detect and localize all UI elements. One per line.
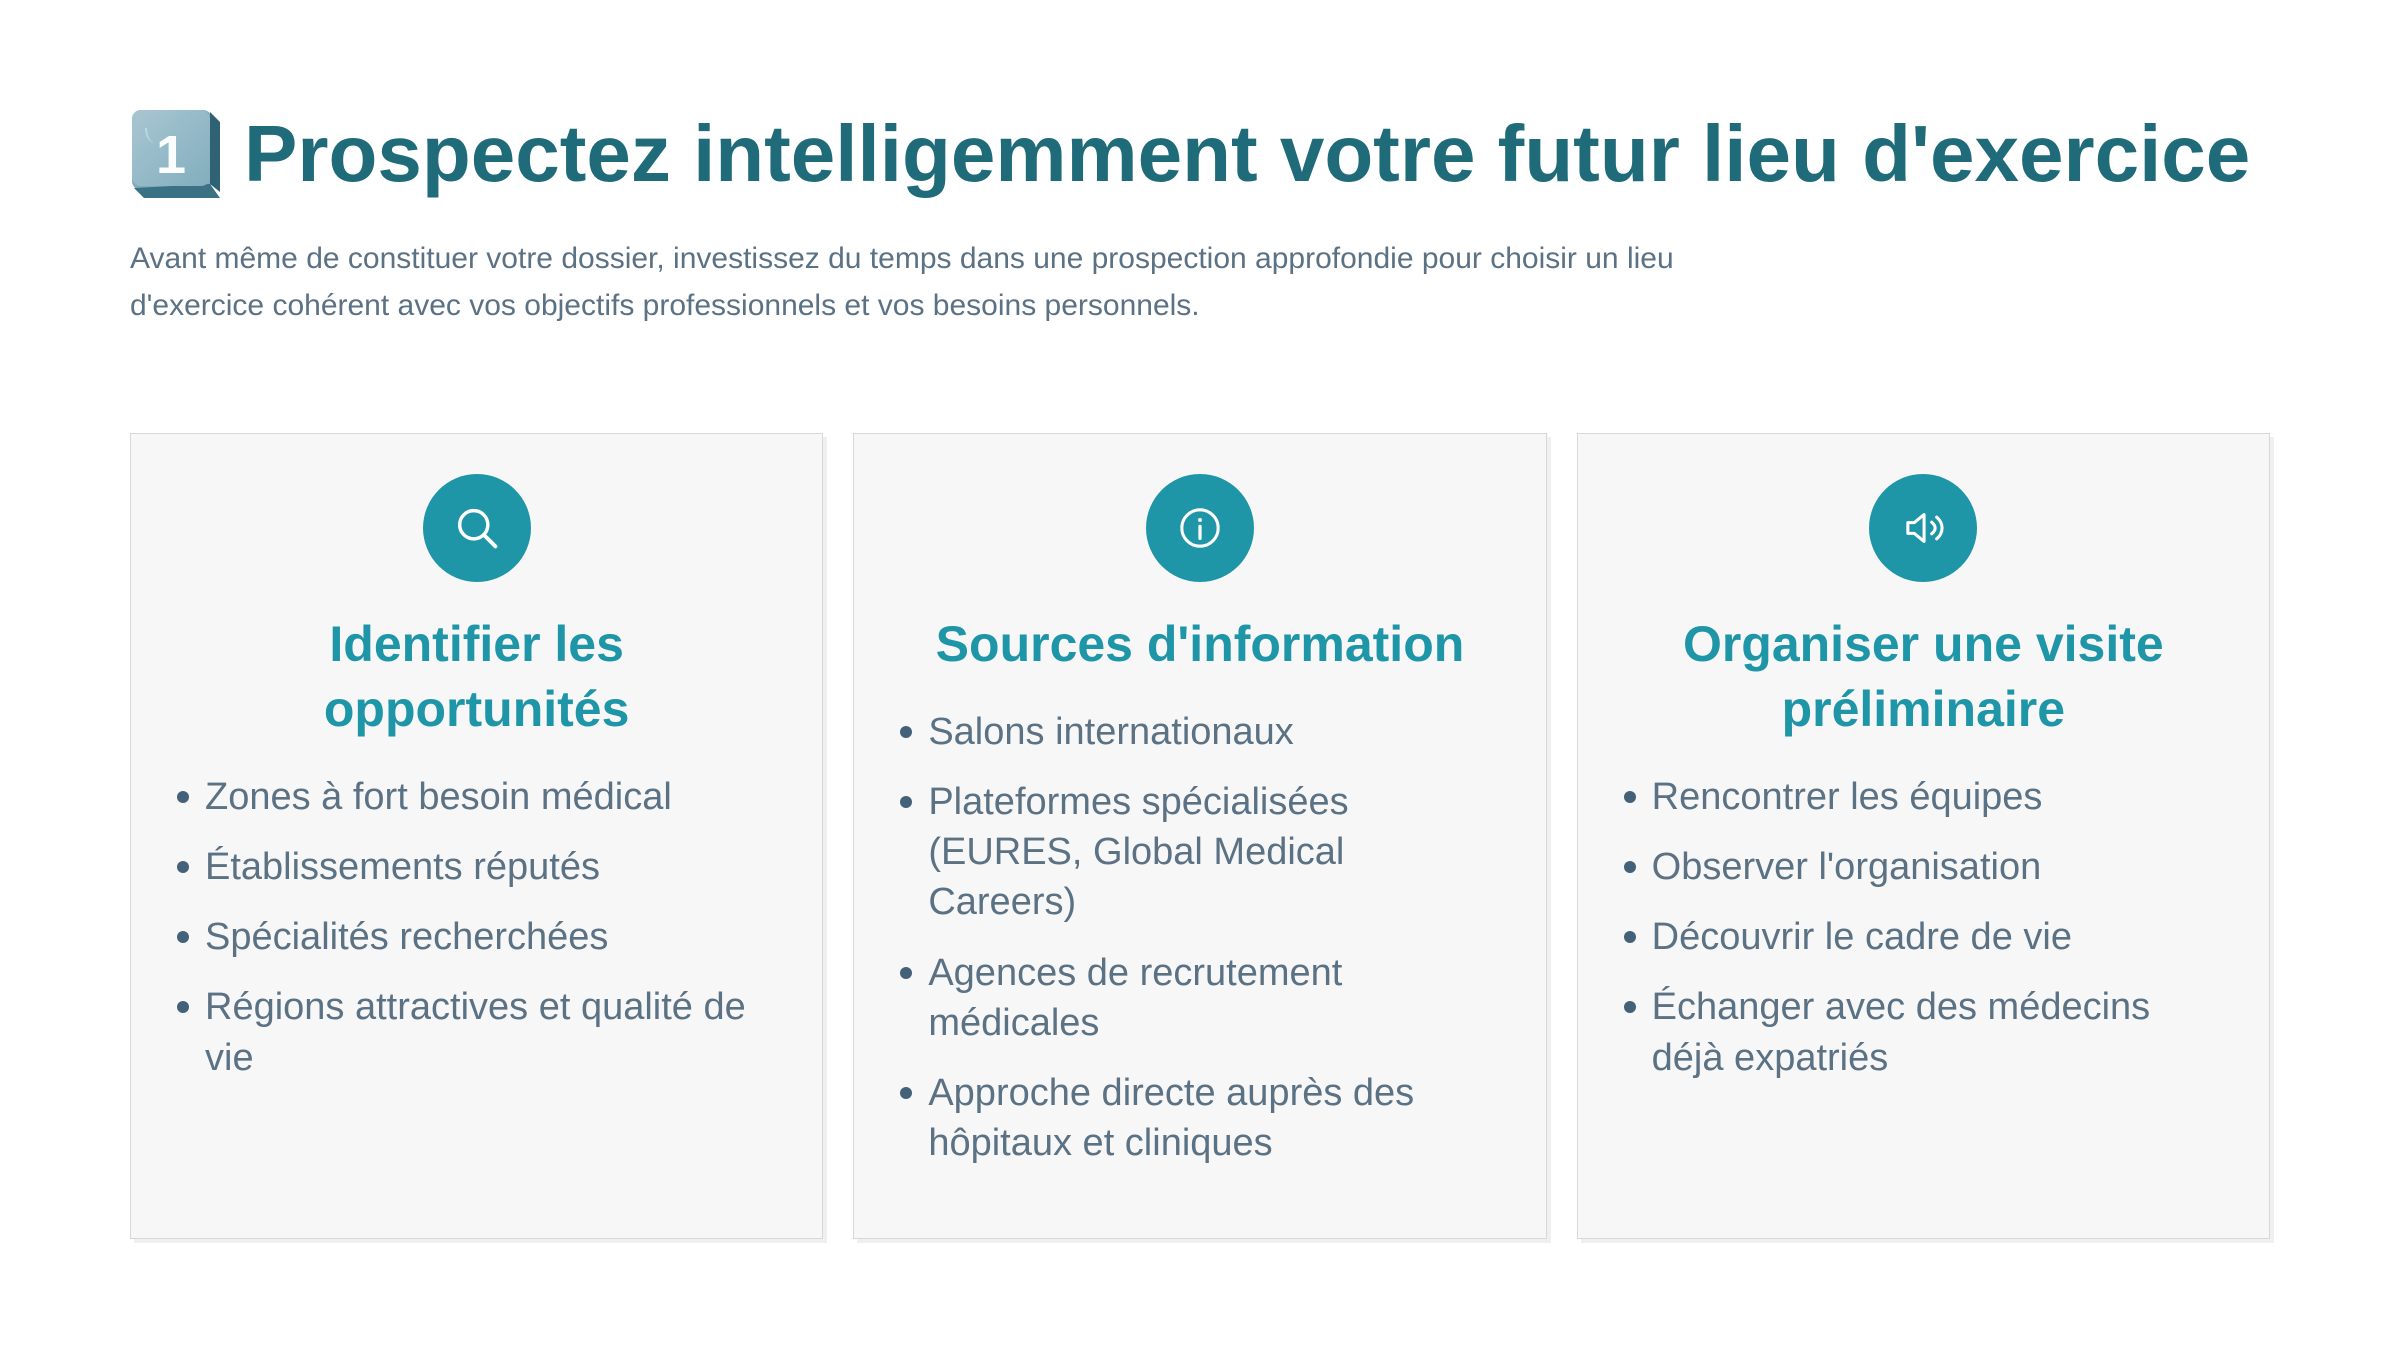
svg-text:1: 1 bbox=[156, 125, 186, 185]
